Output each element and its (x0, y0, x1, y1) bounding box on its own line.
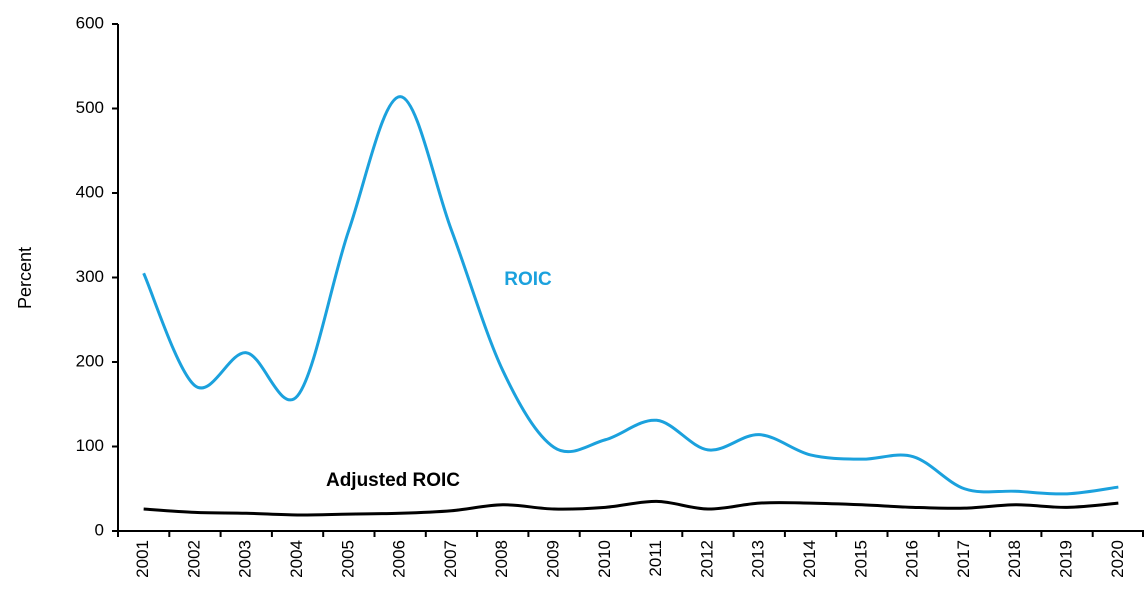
y-tick-label: 0 (95, 520, 104, 539)
y-axis-label: Percent (15, 247, 35, 309)
x-tick-label: 2010 (595, 540, 614, 578)
x-tick-label: 2001 (133, 540, 152, 578)
x-tick-label: 2017 (954, 540, 973, 578)
y-tick-label: 200 (76, 351, 104, 370)
line (142, 95, 1119, 496)
x-tick-label: 2004 (287, 540, 306, 578)
x-tick-label: 2012 (697, 540, 716, 578)
y-tick-label: 600 (76, 13, 104, 32)
x-tick-label: 2002 (184, 540, 203, 578)
y-tick-label: 100 (76, 436, 104, 455)
x-tick-label: 2007 (441, 540, 460, 578)
x-tick-label: 2013 (749, 540, 768, 578)
x-tick-label: 2011 (646, 540, 665, 577)
x-tick-label: 2019 (1057, 540, 1076, 578)
x-tick-label: 2005 (338, 540, 357, 578)
x-tick-label: 2009 (544, 540, 563, 578)
x-tick-label: 2015 (851, 540, 870, 578)
x-tick-label: 2014 (800, 540, 819, 578)
x-tick-label: 2006 (390, 540, 409, 578)
series-label: Adjusted ROIC (326, 470, 460, 491)
x-tick-label: 2008 (492, 540, 511, 578)
y-tick-label: 400 (76, 182, 104, 201)
series-label: ROIC (504, 269, 552, 290)
x-tick-label: 2018 (1005, 540, 1024, 578)
x-tick-label: 2016 (903, 540, 922, 578)
y-tick-label: 500 (76, 98, 104, 117)
line (143, 499, 1119, 517)
y-tick-label: 300 (76, 267, 104, 286)
x-tick-label: 2020 (1108, 540, 1127, 578)
x-tick-label: 2003 (236, 540, 255, 578)
